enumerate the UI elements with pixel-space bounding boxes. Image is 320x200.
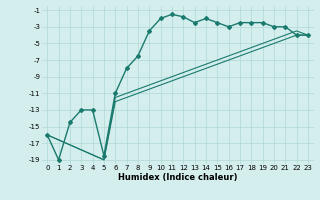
X-axis label: Humidex (Indice chaleur): Humidex (Indice chaleur) [118, 173, 237, 182]
